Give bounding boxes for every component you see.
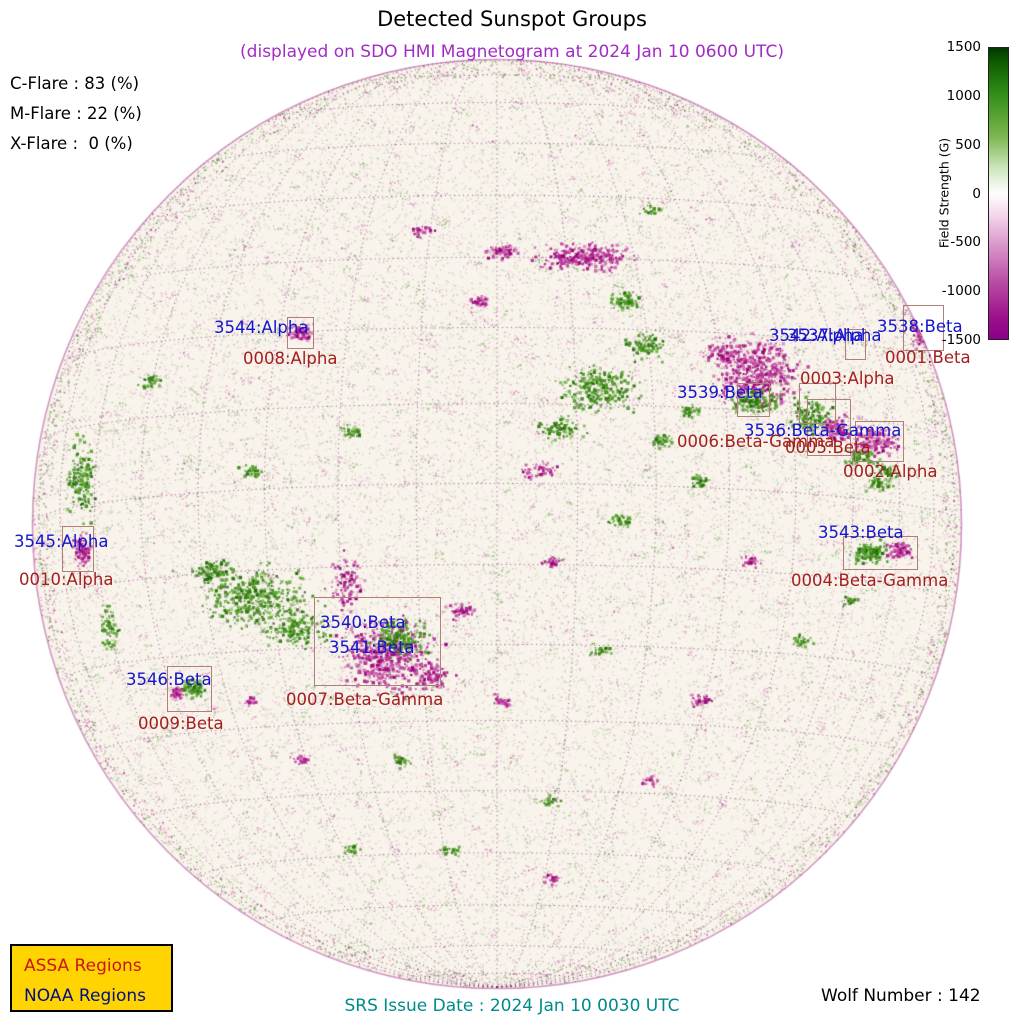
chart-subtitle: (displayed on SDO HMI Magnetogram at 202…: [240, 42, 784, 62]
assa-region-label: 0008:Alpha: [243, 349, 338, 368]
wolf-number: Wolf Number : 142: [821, 986, 981, 1006]
c-flare-probability: C-Flare : 83 (%): [10, 74, 140, 93]
sunspot-region-box: [314, 597, 441, 686]
colorbar-tick-label: -1500: [941, 332, 981, 348]
noaa-region-label: 3537:Alpha: [787, 326, 882, 345]
colorbar-tick-label: 1500: [946, 39, 981, 55]
assa-region-label: 0002:Alpha: [843, 462, 938, 481]
noaa-region-label: 3546:Beta: [126, 670, 212, 689]
noaa-region-label: 3540:Beta: [320, 613, 406, 632]
noaa-region-label: 3536:Beta-Gamma: [744, 421, 902, 440]
sunspot-region-box: [903, 305, 944, 351]
assa-region-label: 0003:Alpha: [800, 369, 895, 388]
colorbar-tick-label: -1000: [941, 283, 981, 300]
assa-region-label: 0004:Beta-Gamma: [791, 571, 949, 590]
region-legend-box: ASSA Regions NOAA Regions: [10, 944, 173, 1012]
srs-issue-date: SRS Issue Date : 2024 Jan 10 0030 UTC: [344, 996, 680, 1016]
sunspot-region-box: [855, 421, 904, 462]
x-flare-probability: X-Flare : 0 (%): [10, 134, 133, 153]
assa-region-label: 0009:Beta: [138, 714, 224, 733]
sunspot-region-box: [843, 536, 918, 570]
noaa-region-label: 3545:Alpha: [14, 532, 109, 551]
assa-region-label: 0010:Alpha: [19, 570, 114, 589]
m-flare-probability: M-Flare : 22 (%): [10, 104, 142, 123]
sunspot-region-box: [845, 329, 866, 360]
colorbar-tick-label: -500: [950, 234, 981, 251]
colorbar-axis-label: Field Strength (G): [936, 137, 952, 249]
noaa-region-label: 3542:Alpha: [769, 326, 864, 345]
colorbar-gradient: [988, 47, 1009, 340]
noaa-region-label: 3544:Alpha: [214, 318, 309, 337]
sunspot-region-box: [167, 666, 212, 712]
colorbar-tick-label: 0: [972, 185, 981, 202]
sunspot-region-box: [799, 383, 836, 424]
legend-assa-label: ASSA Regions: [24, 956, 142, 976]
assa-region-label: 0001:Beta: [885, 348, 971, 367]
colorbar-tick-label: 500: [955, 136, 981, 153]
noaa-region-label: 3539:Beta: [677, 383, 763, 402]
sunspot-region-box: [62, 526, 94, 572]
sunspot-region-box: [807, 399, 851, 456]
assa-region-label: 0007:Beta-Gamma: [286, 690, 444, 709]
sunspot-region-box: [287, 317, 314, 349]
colorbar-tick-label: 1000: [946, 87, 981, 104]
sunspot-region-box: [737, 383, 770, 417]
noaa-region-label: 3541:Beta: [329, 638, 415, 657]
legend-noaa-label: NOAA Regions: [24, 986, 146, 1006]
assa-region-label: 0005:Beta: [785, 438, 871, 457]
noaa-region-label: 3543:Beta: [818, 523, 904, 542]
chart-title: Detected Sunspot Groups: [377, 7, 647, 31]
assa-region-label: 0006:Beta-Gamma: [677, 432, 835, 451]
noaa-region-label: 3538:Beta: [877, 317, 963, 336]
